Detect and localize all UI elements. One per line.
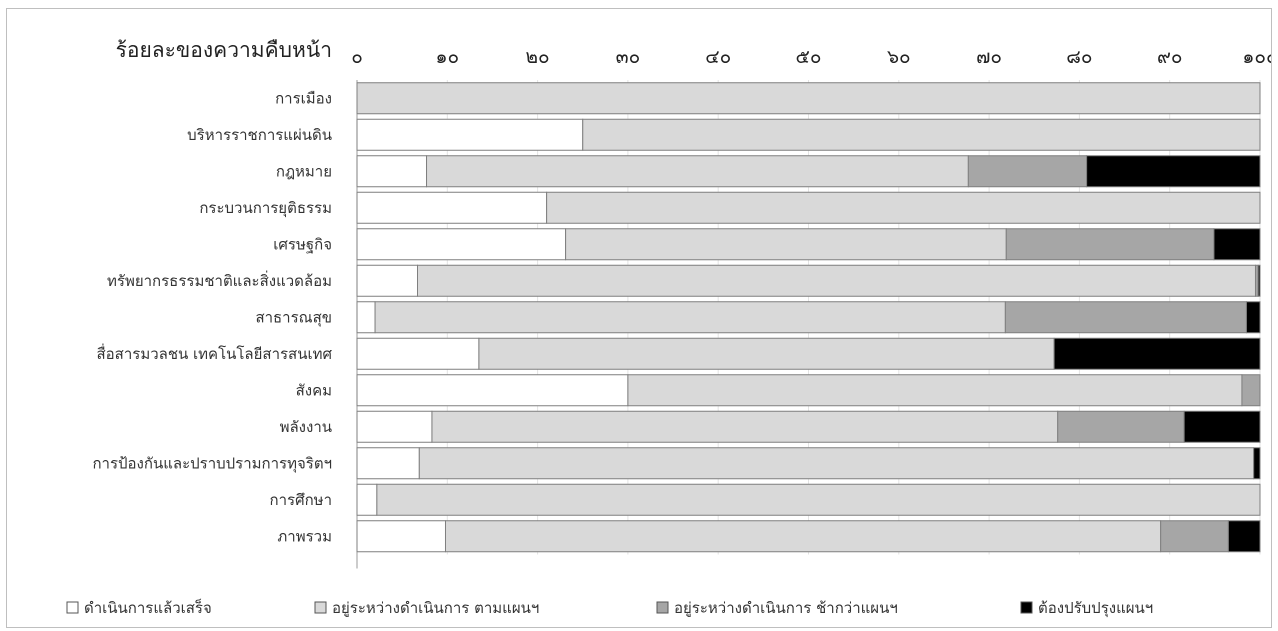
bar-segment-1-สังคม (356, 374, 629, 407)
category-label: การเมือง (275, 89, 332, 107)
bar-segment-2-สื่อสารมวลชน-เทคโนโลยีสารสนเทศ (478, 337, 1055, 370)
legend-swatch (656, 601, 669, 614)
bar-segment-3-สาธารณสุข (1004, 301, 1247, 334)
bar-segment-2-เศรษฐกิจ (565, 228, 1007, 261)
bar-segments (356, 82, 1261, 553)
bar-segment-1-การป้องกันและปราบปรามการทุจริตฯ (356, 447, 420, 480)
bar-segment-4-พลังงาน (1183, 410, 1261, 443)
bar-segment-4-กฎหมาย (1086, 155, 1261, 188)
bar-segment-1-ภาพรวม (356, 520, 446, 553)
bar-segment-4-ทรัพยากรธรรมชาติและสิ่งแวดล้อม (1257, 264, 1261, 297)
category-label: บริหารราชการแผ่นดิน (187, 126, 332, 144)
legend-item: อยู่ระหว่างดำเนินการ ช้ากว่าแผนฯ (656, 599, 898, 617)
x-tick-label: ๗๐ (976, 46, 1002, 68)
category-label: กฎหมาย (276, 162, 332, 180)
bar-segment-2-สาธารณสุข (374, 301, 1006, 334)
legend-item: ดำเนินการแล้วเสร็จ (66, 598, 212, 617)
legend-swatch (66, 601, 79, 614)
bar-segment-2-สังคม (627, 374, 1243, 407)
x-tick-label: ๕๐ (796, 46, 822, 68)
category-label: ทรัพยากรธรรมชาติและสิ่งแวดล้อม (107, 270, 332, 290)
bar-segment-4-การป้องกันและปราบปรามการทุจริตฯ (1253, 447, 1261, 480)
category-label: เศรษฐกิจ (273, 235, 332, 253)
category-label: สาธารณสุข (255, 308, 332, 327)
x-tick-label: ๓๐ (616, 46, 641, 68)
legend-label: ต้องปรับปรุงแผนฯ (1038, 599, 1153, 618)
bar-segment-3-เศรษฐกิจ (1005, 228, 1215, 261)
category-label: การศึกษา (270, 491, 332, 509)
x-tick-label: ๘๐ (1066, 46, 1092, 68)
bar-segment-3-ภาพรวม (1160, 520, 1229, 553)
category-label: พลังงาน (280, 418, 332, 436)
x-tick-label: ๑๐๐ (1242, 46, 1271, 68)
bar-segment-1-เศรษฐกิจ (356, 228, 567, 261)
x-tick-label: ๒๐ (526, 46, 550, 68)
bar-segment-1-การศึกษา (356, 483, 378, 516)
bar-segment-2-การศึกษา (376, 483, 1261, 516)
bar-segment-1-พลังงาน (356, 410, 433, 443)
bar-segment-2-บริหารราชการแผ่นดิน (582, 118, 1261, 151)
legend-swatch (314, 601, 327, 614)
bar-segment-2-การป้องกันและปราบปรามการทุจริตฯ (418, 447, 1255, 480)
bar-segment-2-กฎหมาย (426, 155, 969, 188)
legend-label: อยู่ระหว่างดำเนินการ ช้ากว่าแผนฯ (674, 599, 898, 617)
bar-segment-2-ภาพรวม (444, 520, 1162, 553)
bar-segment-2-พลังงาน (431, 410, 1059, 443)
category-label: กระบวนการยุติธรรม (199, 199, 332, 218)
bar-segment-1-กฎหมาย (356, 155, 428, 188)
x-axis-ticks: ๐ ๑๐ ๒๐ ๓๐ ๔๐ ๕๐ ๖๐ ๗๐ ๘๐ ๙๐ ๑๐๐ (351, 46, 1271, 68)
x-tick-label: ๙๐ (1157, 46, 1183, 68)
legend-item: ต้องปรับปรุงแผนฯ (1020, 599, 1153, 618)
bar-segment-1-ทรัพยากรธรรมชาติและสิ่งแวดล้อม (356, 264, 419, 297)
bar-segment-4-เศรษฐกิจ (1213, 228, 1261, 261)
legend: ดำเนินการแล้วเสร็จ อยู่ระหว่างดำเนินการ ต… (66, 598, 1153, 618)
chart-frame: ร้อยละของความคืบหน้า ๐ ๑๐ ๒๐ ๓๐ ๔๐ ๕๐ ๖๐ ๗๐ ๘๐ ๙๐… (6, 8, 1272, 628)
category-label: สื่อสารมวลชน เทคโนโลยีสารสนเทศ (97, 343, 333, 363)
x-tick-label: ๔๐ (705, 46, 731, 68)
category-label: สังคม (296, 381, 332, 399)
category-label: การป้องกันและปราบปรามการทุจริตฯ (92, 454, 332, 473)
bar-segment-4-สื่อสารมวลชน-เทคโนโลยีสารสนเทศ (1053, 337, 1261, 370)
bar-segment-2-ทรัพยากรธรรมชาติและสิ่งแวดล้อม (417, 264, 1256, 297)
bar-segment-1-บริหารราชการแผ่นดิน (356, 118, 584, 151)
legend-swatch (1020, 601, 1033, 614)
bar-segment-4-ภาพรวม (1227, 520, 1261, 553)
bar-segment-3-พลังงาน (1057, 410, 1185, 443)
x-tick-label: ๖๐ (887, 46, 911, 68)
bar-segment-1-กระบวนการยุติธรรม (356, 191, 548, 224)
bar-segment-1-สื่อสารมวลชน-เทคโนโลยีสารสนเทศ (356, 337, 480, 370)
legend-label: ดำเนินการแล้วเสร็จ (84, 598, 212, 617)
stacked-bar-chart: ร้อยละของความคืบหน้า ๐ ๑๐ ๒๐ ๓๐ ๔๐ ๕๐ ๖๐ ๗๐ ๘๐ ๙๐… (66, 38, 1271, 618)
legend-label: อยู่ระหว่างดำเนินการ ตามแผนฯ (332, 599, 539, 617)
bar-segment-3-สังคม (1241, 374, 1261, 407)
bar-segment-2-กระบวนการยุติธรรม (546, 191, 1261, 224)
bar-segment-1-สาธารณสุข (356, 301, 376, 334)
chart-title: ร้อยละของความคืบหน้า (116, 38, 332, 62)
x-tick-label: ๐ (351, 46, 363, 68)
category-labels: การเมืองบริหารราชการแผ่นดินกฎหมายกระบวนก… (92, 89, 332, 545)
x-tick-label: ๑๐ (435, 46, 459, 68)
bar-segment-4-สาธารณสุข (1245, 301, 1261, 334)
bar-segment-2-การเมือง (356, 82, 1261, 115)
bar-segment-3-กฎหมาย (967, 155, 1088, 188)
legend-item: อยู่ระหว่างดำเนินการ ตามแผนฯ (314, 599, 539, 617)
category-label: ภาพรวม (277, 527, 332, 545)
